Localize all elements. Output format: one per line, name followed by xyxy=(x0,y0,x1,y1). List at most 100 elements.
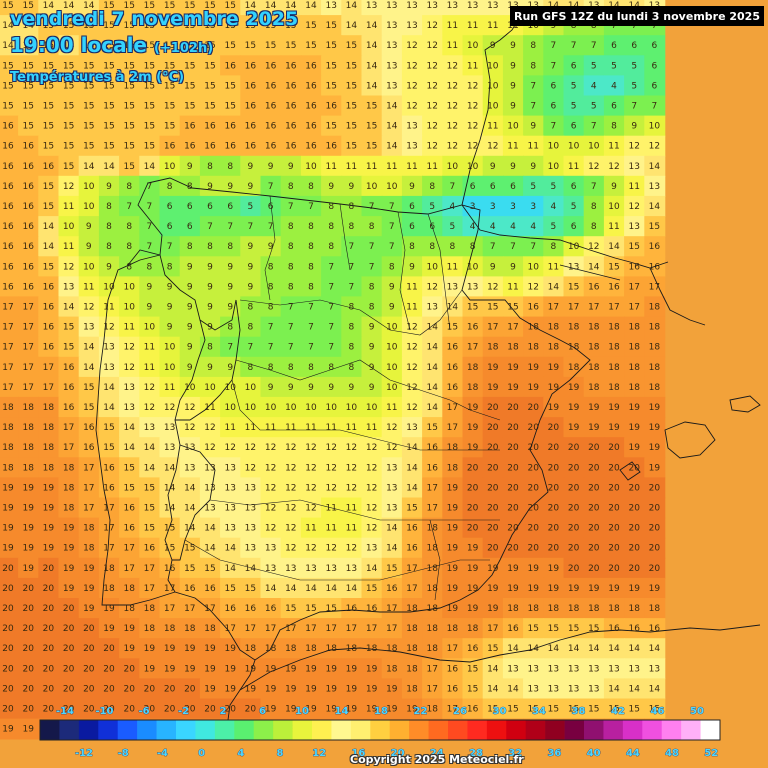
temperature-cell xyxy=(38,115,60,137)
legend-tick-label: 52 xyxy=(704,748,718,759)
temperature-cell xyxy=(321,376,343,398)
temperature-value: 20 xyxy=(2,705,14,715)
temperature-value: 10 xyxy=(164,363,176,373)
temperature-cell xyxy=(58,216,80,237)
temperature-value: 15 xyxy=(224,41,235,51)
temperature-cell xyxy=(442,195,464,217)
temperature-value: 16 xyxy=(245,604,257,614)
temperature-value: 8 xyxy=(349,363,355,373)
temperature-value: 7 xyxy=(328,262,334,272)
legend-swatch xyxy=(176,720,196,740)
temperature-value: 12 xyxy=(406,61,417,71)
temperature-value: 7 xyxy=(328,303,334,313)
temperature-cell xyxy=(462,256,484,278)
temperature-legend: -14 -10 -6 -2 2 6 10 14 18 22 26 30 34 38 42 46 50 -12 -8… xyxy=(39,706,721,759)
temperature-cell xyxy=(119,336,141,358)
temperature-cell xyxy=(78,55,100,77)
temperature-value: 16 xyxy=(2,282,14,292)
temperature-value: 8 xyxy=(167,262,173,272)
temperature-cell xyxy=(280,376,302,398)
temperature-cell xyxy=(220,135,242,157)
temperature-value: 13 xyxy=(507,664,518,674)
temperature-value: 17 xyxy=(426,483,437,493)
temperature-value: 10 xyxy=(204,383,216,393)
temperature-cell xyxy=(240,175,262,197)
temperature-value: 12 xyxy=(628,142,639,152)
temperature-cell xyxy=(18,336,40,358)
temperature-value: 4 xyxy=(611,81,617,91)
temperature-value: 10 xyxy=(366,182,378,192)
temperature-cell xyxy=(18,376,40,398)
temperature-value: 7 xyxy=(248,343,254,353)
temperature-cell xyxy=(139,0,161,16)
temperature-cell xyxy=(280,356,302,378)
temperature-value: 20 xyxy=(487,443,499,453)
temperature-value: 5 xyxy=(591,61,597,71)
temperature-value: 20 xyxy=(43,705,55,715)
temperature-cell xyxy=(220,256,242,278)
temperature-value: 18 xyxy=(649,343,661,353)
temperature-value: 5 xyxy=(551,222,557,232)
temperature-cell xyxy=(381,216,403,237)
temperature-cell xyxy=(583,296,605,318)
temperature-value: 19 xyxy=(123,644,135,654)
temperature-cell xyxy=(119,175,141,197)
temperature-value: 6 xyxy=(652,61,658,71)
temperature-value: 17 xyxy=(144,564,155,574)
temperature-cell xyxy=(442,115,464,137)
temperature-value: 12 xyxy=(346,463,357,473)
temperature-value: 16 xyxy=(164,142,176,152)
temperature-value: 16 xyxy=(608,282,620,292)
temperature-value: 20 xyxy=(487,544,499,554)
legend-swatch xyxy=(700,720,721,740)
temperature-cell xyxy=(401,195,423,217)
temperature-value: 20 xyxy=(467,524,479,534)
temperature-value: 5 xyxy=(631,61,637,71)
temperature-value: 12 xyxy=(366,504,377,514)
temperature-value: 11 xyxy=(527,142,538,152)
legend-tick-label: 2 xyxy=(220,706,227,717)
temperature-value: 20 xyxy=(608,483,620,493)
temperature-value: 9 xyxy=(631,122,637,132)
temperature-cell xyxy=(462,35,484,57)
temperature-value: 16 xyxy=(245,81,257,91)
temperature-cell xyxy=(0,195,19,217)
temperature-value: 17 xyxy=(507,323,518,333)
temperature-value: 18 xyxy=(568,323,580,333)
temperature-cell xyxy=(321,35,343,57)
temperature-value: 7 xyxy=(288,343,294,353)
legend-swatch xyxy=(409,720,429,740)
temperature-value: 10 xyxy=(63,222,75,232)
temperature-cell xyxy=(644,296,666,318)
temperature-value: 19 xyxy=(447,564,459,574)
temperature-cell xyxy=(179,175,201,197)
temperature-value: 15 xyxy=(608,262,619,272)
temperature-cell xyxy=(260,175,282,197)
temperature-cell xyxy=(502,356,524,378)
temperature-value: 18 xyxy=(447,463,459,473)
temperature-value: 10 xyxy=(245,403,257,413)
temperature-value: 17 xyxy=(43,383,54,393)
temperature-value: 13 xyxy=(649,182,660,192)
temperature-value: 4 xyxy=(470,222,476,232)
temperature-value: 5 xyxy=(631,81,637,91)
temperature-cell xyxy=(361,95,383,117)
temperature-value: 16 xyxy=(2,262,14,272)
temperature-value: 4 xyxy=(530,222,536,232)
temperature-value: 16 xyxy=(144,544,156,554)
temperature-value: 14 xyxy=(366,61,378,71)
legend-swatch xyxy=(506,720,527,740)
temperature-cell xyxy=(0,356,19,378)
temperature-value: 7 xyxy=(147,242,153,252)
temperature-value: 16 xyxy=(265,122,277,132)
legend-swatch xyxy=(59,720,80,740)
temperature-value: 20 xyxy=(2,644,14,654)
temperature-value: 8 xyxy=(530,41,536,51)
temperature-value: 18 xyxy=(467,383,479,393)
temperature-cell xyxy=(139,155,161,177)
legend-tick-label: 10 xyxy=(295,706,309,717)
temperature-value: 15 xyxy=(285,41,296,51)
temperature-cell xyxy=(563,135,585,157)
temperature-cell xyxy=(644,236,666,258)
temperature-cell xyxy=(523,256,545,278)
